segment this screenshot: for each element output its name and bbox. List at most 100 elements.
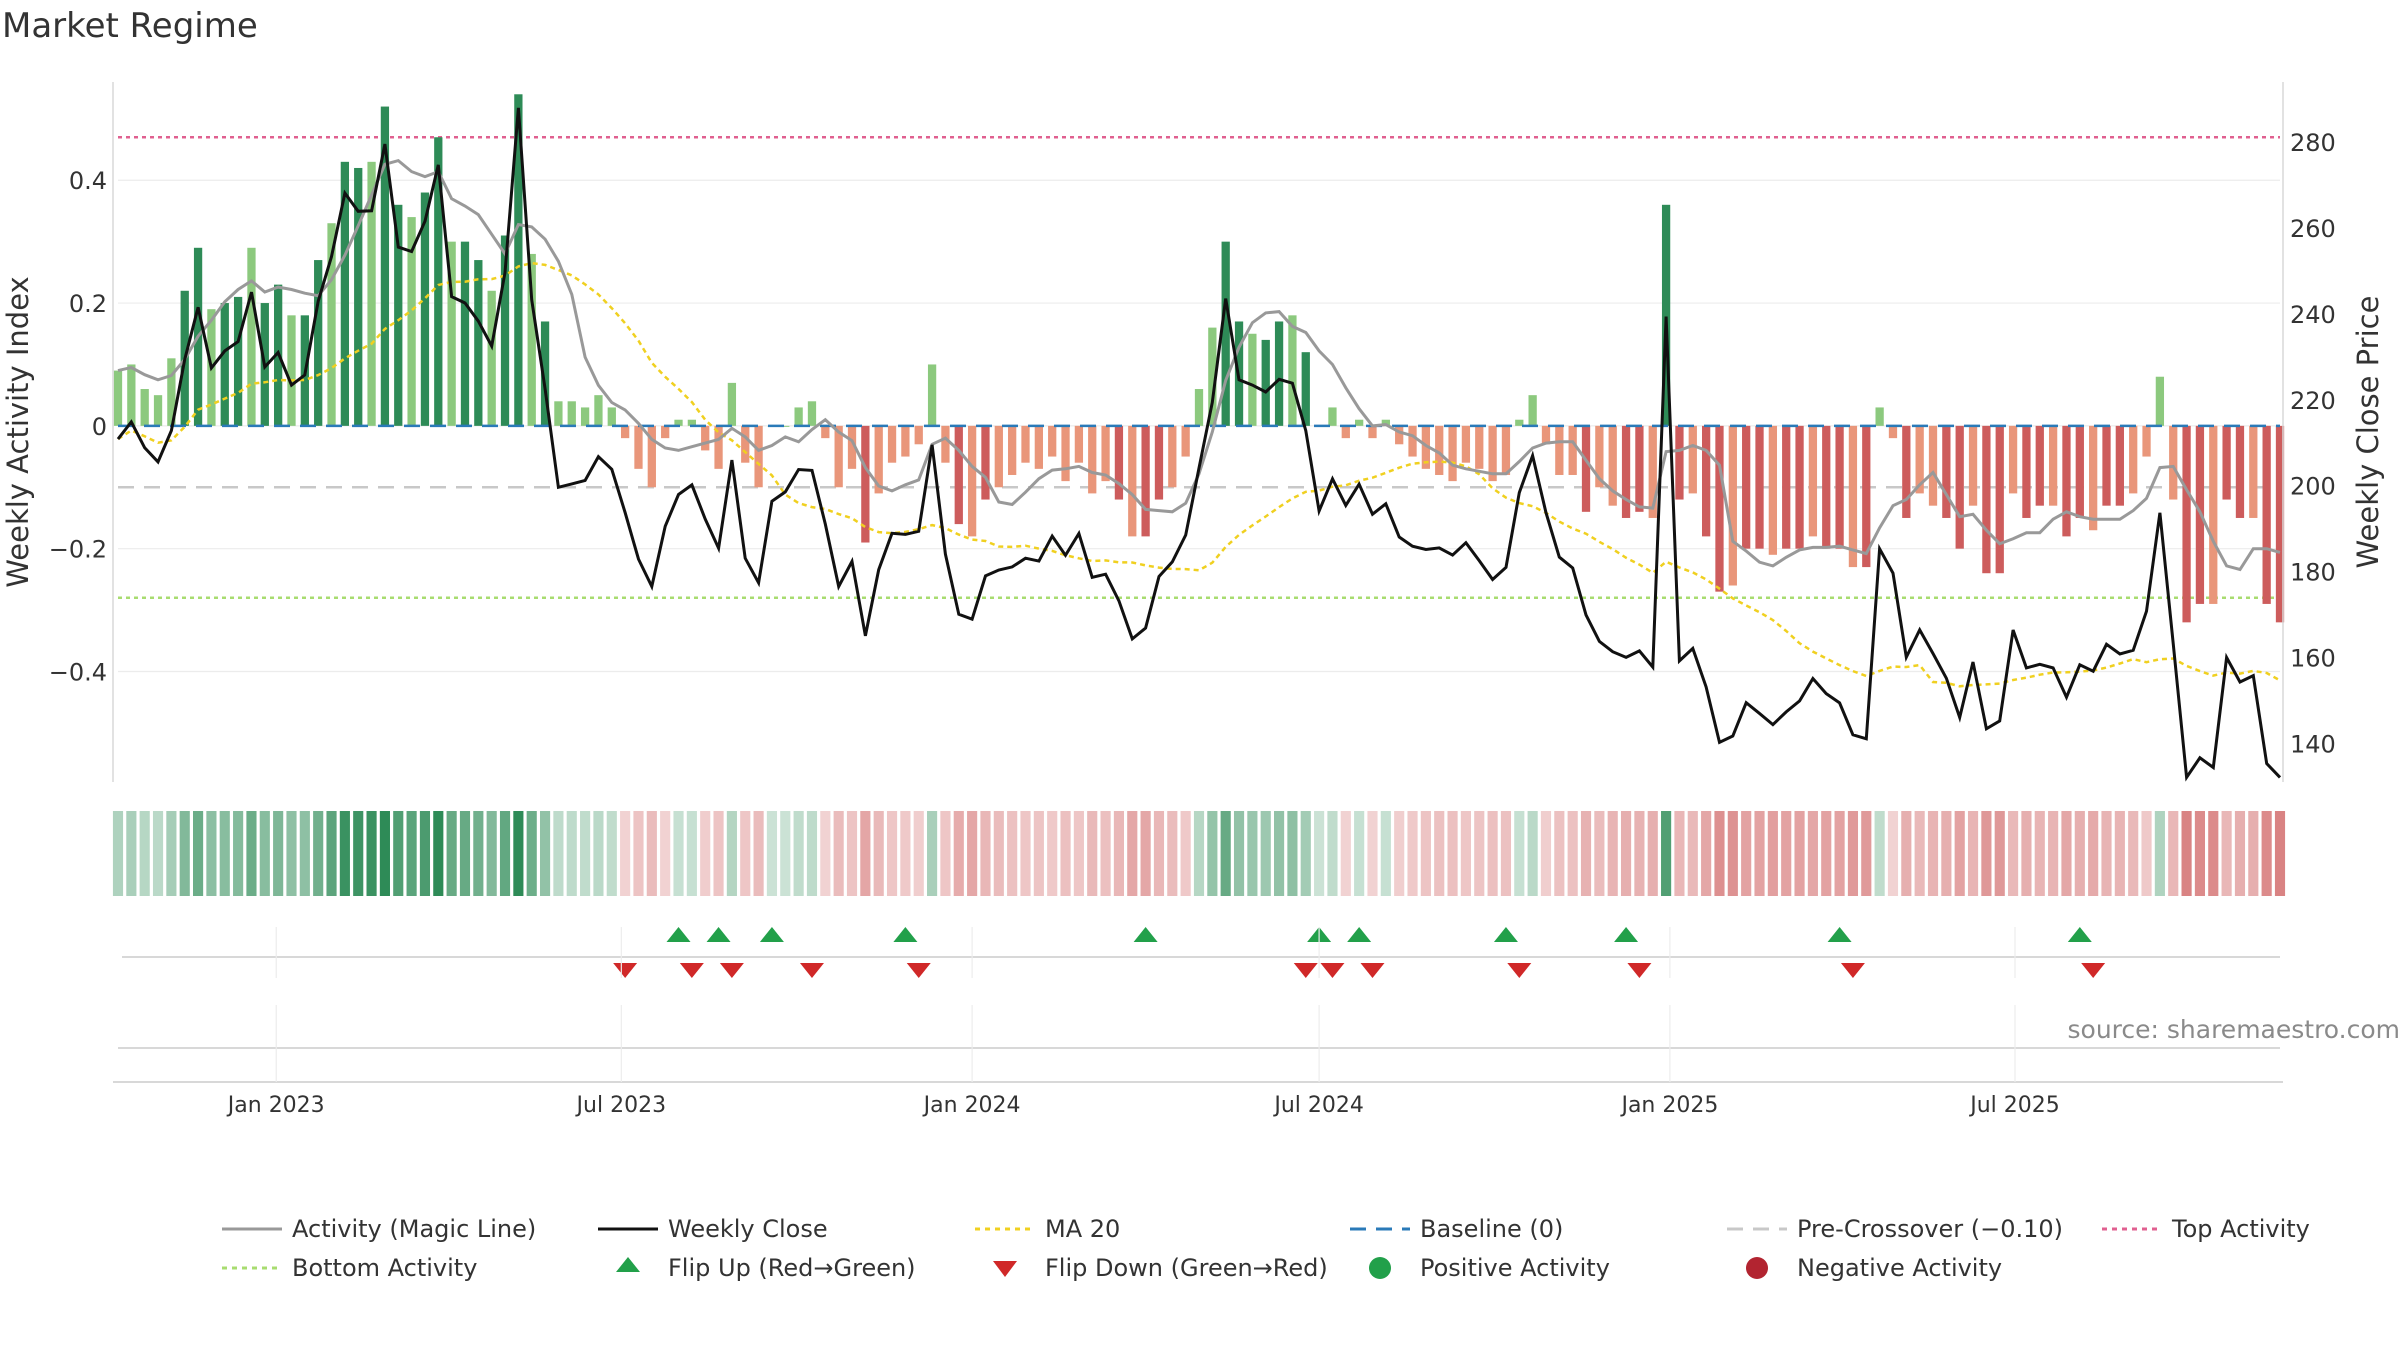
activity-bar [2035, 425, 2044, 506]
regime-strip-cell [1941, 811, 1952, 896]
regime-strip-cell [753, 811, 764, 896]
regime-strip-cell [820, 811, 831, 896]
flip-down-marker [2081, 963, 2106, 978]
activity-bar [1154, 425, 1164, 500]
y-axis-label: Weekly Activity Index [1, 276, 35, 587]
activity-bar [1288, 315, 1297, 426]
activity-bar [1488, 425, 1497, 482]
flip-up-marker [759, 927, 784, 942]
regime-strip-cell [1540, 811, 1552, 896]
regime-strip-cell [499, 811, 511, 896]
regime-strip-cell [2261, 811, 2272, 896]
activity-bar [1181, 425, 1190, 457]
activity-bar [1768, 425, 1778, 555]
flip-up-marker [706, 927, 731, 942]
activity-bar [1955, 425, 1964, 549]
regime-strip-cell [766, 811, 778, 896]
activity-bar [1128, 425, 1137, 537]
x-tick-label: Jul 2024 [1272, 1093, 1364, 1118]
regime-strip-cell [1927, 811, 1939, 896]
flip-down-marker [613, 963, 638, 978]
regime-strip-cell [1674, 811, 1685, 896]
regime-strip-cell [793, 811, 804, 896]
activity-bar [1261, 339, 1270, 426]
regime-strip-cell [1007, 811, 1018, 896]
activity-bar [1661, 204, 1671, 426]
activity-bar [1048, 425, 1057, 457]
regime-strip-cell [1327, 811, 1338, 896]
regime-strip-cell [179, 811, 190, 896]
activity-bar [1475, 425, 1484, 469]
activity-bar [781, 425, 790, 427]
regime-strip-cell [900, 811, 911, 896]
activity-bar [821, 425, 830, 439]
activity-bar [2102, 425, 2111, 506]
regime-strip-cell [1527, 811, 1538, 896]
flip-up-marker [1493, 927, 1518, 942]
activity-bar [1274, 321, 1284, 426]
regime-strip-cell [233, 811, 244, 896]
regime-strip-cell [2008, 811, 2019, 896]
regime-strip-cell [513, 811, 524, 896]
regime-strip-cell [366, 811, 377, 896]
regime-strip-cell [553, 811, 564, 896]
regime-strip-cell [1767, 811, 1778, 896]
regime-strip-cell [152, 811, 164, 896]
activity-bar [714, 425, 723, 469]
regime-strip-cell [139, 811, 150, 896]
regime-strip-cell [2181, 811, 2192, 896]
activity-bar [727, 382, 737, 426]
regime-strip-cell [379, 811, 390, 896]
regime-strip-cell [927, 811, 938, 896]
activity-bar [994, 425, 1003, 488]
activity-bar [140, 389, 149, 426]
activity-bar [247, 247, 256, 426]
regime-strip-cell [620, 811, 631, 896]
legend-negative-activity: Negative Activity [1746, 1254, 2002, 1282]
regime-strip-cell [393, 811, 404, 896]
flip-up-marker [666, 927, 691, 942]
flip-up-marker [1614, 927, 1639, 942]
activity-bar [447, 241, 456, 426]
activity-bar [127, 364, 136, 426]
regime-strip-cell [446, 811, 457, 896]
regime-strip-cell [419, 811, 431, 896]
activity-bar [1715, 425, 1724, 592]
activity-bar [1168, 425, 1177, 488]
regime-strip-cell [539, 811, 551, 896]
regime-strip-cell [1407, 811, 1418, 896]
activity-bar [1995, 425, 2004, 574]
regime-strip-cell [1354, 811, 1365, 896]
regime-strip-cell [780, 811, 791, 896]
activity-bar [1408, 425, 1417, 457]
activity-bar [2008, 425, 2018, 494]
activity-bar [407, 217, 416, 426]
activity-bar [807, 401, 817, 426]
activity-bar [2275, 425, 2285, 623]
activity-bar [647, 425, 656, 488]
legend-label: Bottom Activity [292, 1254, 477, 1282]
regime-strip-cell [1153, 811, 1165, 896]
y-right-tick-label: 280 [2290, 129, 2336, 157]
activity-bar [1942, 425, 1951, 518]
x-tick-labels: Jan 2023 Jul 2023 Jan 2024 Jul 2024 Jan 2025… [226, 927, 2060, 1118]
flip-down-marker [799, 963, 824, 978]
activity-bar [1141, 425, 1150, 537]
activity-bar [460, 241, 470, 426]
regime-strip-cell [1460, 811, 1471, 896]
chart-title: Market Regime [2, 6, 258, 46]
regime-strip-cell [1981, 811, 1992, 896]
flip-up-marker [893, 927, 918, 942]
regime-strip-cell [1714, 811, 1725, 896]
legend-baseline: Baseline (0) [1350, 1215, 1563, 1243]
regime-strip-cell [1567, 811, 1578, 896]
regime-strip-cell [633, 811, 644, 896]
activity-bar [367, 161, 376, 426]
flip-up-icon [616, 1257, 640, 1272]
activity-bar [2075, 425, 2084, 518]
flip-down-marker [1840, 963, 1865, 978]
activity-bar [981, 425, 990, 500]
regime-strip-cell [1847, 811, 1859, 896]
regime-strip-cell [1647, 811, 1658, 896]
regime-strip-cell [993, 811, 1004, 896]
